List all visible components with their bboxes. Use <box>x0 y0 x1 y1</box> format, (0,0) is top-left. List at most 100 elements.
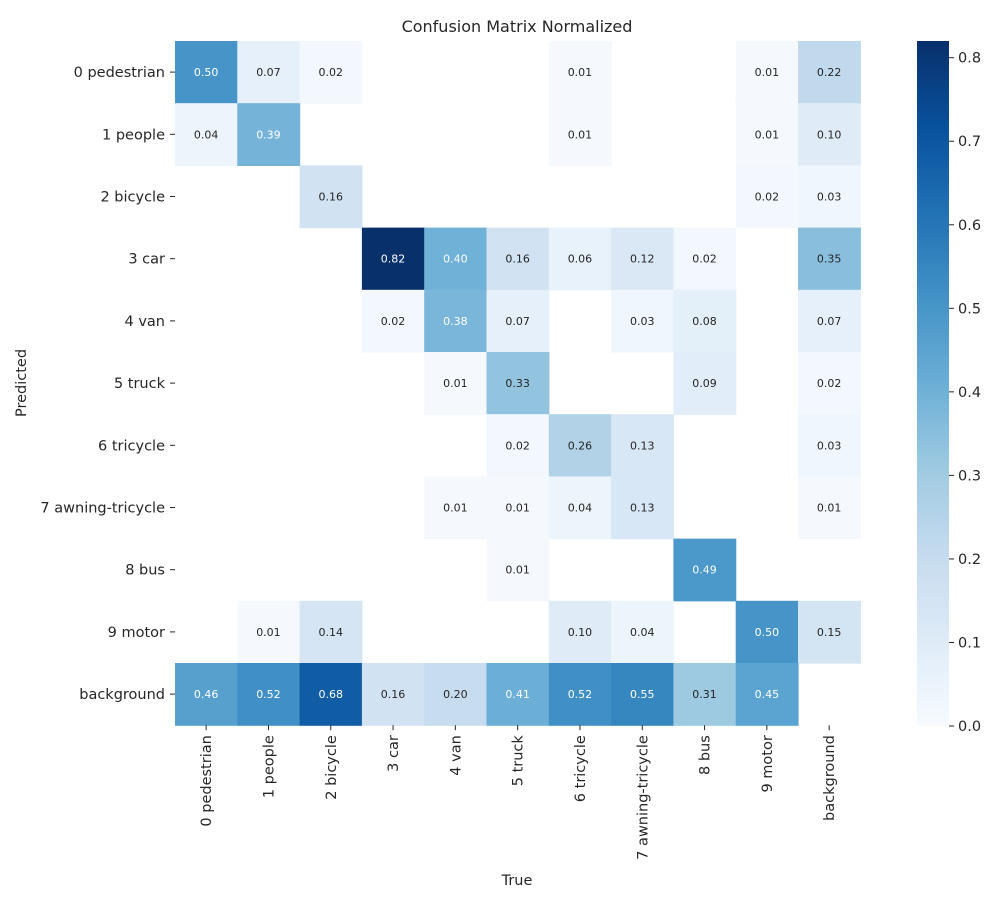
y-tick-label: 8 bus <box>125 563 165 579</box>
cell-value-label: 0.02 <box>755 191 780 204</box>
heatmap-cell <box>424 663 488 726</box>
heatmap-cell <box>486 663 550 726</box>
y-tick-label: 3 car <box>128 252 165 268</box>
heatmap-cell <box>673 227 737 291</box>
cell-value-label: 0.07 <box>505 315 530 328</box>
cell-value-label: 0.22 <box>817 66 842 79</box>
cell-value-label: 0.14 <box>319 626 344 639</box>
y-tick-label: 2 bicycle <box>100 190 165 206</box>
cell-value-label: 0.46 <box>194 688 219 701</box>
cell-value-label: 0.08 <box>692 315 717 328</box>
heatmap-cell <box>486 227 550 291</box>
chart-title: Confusion Matrix Normalized <box>402 17 633 36</box>
cell-value-label: 0.13 <box>630 439 655 452</box>
colorbar-tick-label: 0.8 <box>958 51 981 67</box>
cell-value-label: 0.01 <box>256 626 281 639</box>
cell-value-label: 0.04 <box>194 128 219 141</box>
cell-value-label: 0.01 <box>505 502 530 515</box>
cell-value-label: 0.02 <box>692 253 717 266</box>
heatmap-cell <box>611 414 674 477</box>
x-tick-label: 5 truck <box>511 735 527 787</box>
cell-value-label: 0.50 <box>755 626 780 639</box>
x-axis-ticks: 0 pedestrian 1 people 2 bicycle 3 car 4 van 5… <box>199 725 838 860</box>
heatmap-cell <box>175 663 238 726</box>
cell-value-label: 0.01 <box>443 502 468 515</box>
y-tick-label: 5 truck <box>114 376 166 392</box>
x-tick-label: 0 pedestrian <box>199 735 215 826</box>
heatmap-cell <box>548 600 612 664</box>
colorbar-tick-label: 0.4 <box>958 385 981 401</box>
cell-value-label: 0.10 <box>568 626 593 639</box>
heatmap-cells <box>175 41 861 726</box>
colorbar-ticks: 0.0 0.1 0.2 0.3 0.4 0.5 0.6 0.7 0.8 <box>949 51 981 735</box>
x-tick-label: 3 car <box>386 735 402 772</box>
heatmap-cell <box>798 41 861 104</box>
heatmap-cell <box>735 600 799 664</box>
cell-value-label: 0.15 <box>817 626 842 639</box>
cell-value-label: 0.04 <box>630 626 655 639</box>
colorbar-tick-label: 0.5 <box>958 301 981 317</box>
heatmap-cell <box>735 663 799 726</box>
heatmap-cell <box>486 414 550 477</box>
heatmap-cell <box>798 227 861 291</box>
heatmap-cell <box>548 103 612 166</box>
colorbar <box>917 41 949 726</box>
cell-value-label: 0.01 <box>755 66 780 79</box>
cell-value-label: 0.41 <box>505 688 530 701</box>
heatmap-cell <box>611 600 674 664</box>
heatmap-cell <box>299 165 363 229</box>
cell-value-label: 0.10 <box>817 128 842 141</box>
y-tick-label: background <box>79 687 165 703</box>
heatmap-cell <box>548 476 612 540</box>
cell-value-label: 0.33 <box>505 377 530 390</box>
cell-value-label: 0.82 <box>381 253 406 266</box>
heatmap-cell <box>237 600 301 664</box>
heatmap-cell <box>424 227 488 291</box>
heatmap-cell <box>299 600 363 664</box>
heatmap-cell-labels: 0.50 0.07 0.02 0.01 0.01 0.22 0.04 0.39 0.01 0.01… <box>194 66 842 701</box>
cell-value-label: 0.16 <box>381 688 406 701</box>
heatmap-cell <box>424 289 488 353</box>
y-tick-label: 9 motor <box>108 625 165 641</box>
heatmap-cell <box>299 41 363 104</box>
colorbar-tick-label: 0.0 <box>958 719 981 735</box>
cell-value-label: 0.06 <box>568 253 593 266</box>
heatmap-cell <box>735 103 799 166</box>
y-tick-label: 6 tricycle <box>98 438 165 454</box>
heatmap-cell <box>486 476 550 540</box>
y-tick-label: 4 van <box>125 314 166 330</box>
heatmap-cell <box>424 476 488 540</box>
heatmap-cell <box>673 538 737 602</box>
y-tick-label: 0 pedestrian <box>74 65 165 81</box>
heatmap-cell <box>486 538 550 602</box>
cell-value-label: 0.09 <box>692 377 717 390</box>
heatmap-cell <box>175 41 238 104</box>
y-axis-ticks: 0 pedestrian 1 people 2 bicycle 3 car 4 van 5… <box>40 65 175 703</box>
cell-value-label: 0.01 <box>817 502 842 515</box>
cell-value-label: 0.07 <box>256 66 281 79</box>
heatmap-cell <box>798 165 861 229</box>
colorbar-tick-label: 0.7 <box>958 134 981 150</box>
cell-value-label: 0.01 <box>505 564 530 577</box>
heatmap-cell <box>424 352 488 415</box>
cell-value-label: 0.68 <box>319 688 344 701</box>
cell-value-label: 0.55 <box>630 688 655 701</box>
heatmap-cell <box>361 663 425 726</box>
heatmap-cell <box>548 41 612 104</box>
x-tick-label: 9 motor <box>760 735 776 792</box>
cell-value-label: 0.01 <box>755 128 780 141</box>
cell-value-label: 0.01 <box>568 128 593 141</box>
colorbar-tick-label: 0.1 <box>958 635 981 651</box>
cell-value-label: 0.16 <box>319 191 344 204</box>
cell-value-label: 0.31 <box>692 688 717 701</box>
y-tick-label: 1 people <box>102 127 165 143</box>
heatmap-cell <box>611 663 674 726</box>
x-tick-label: 7 awning-tricycle <box>635 735 651 860</box>
cell-value-label: 0.39 <box>256 128 281 141</box>
heatmap-cell <box>548 663 612 726</box>
heatmap-cell <box>611 227 674 291</box>
heatmap-cell <box>798 476 861 540</box>
cell-value-label: 0.01 <box>568 66 593 79</box>
cell-value-label: 0.03 <box>630 315 655 328</box>
heatmap-cell <box>735 165 799 229</box>
